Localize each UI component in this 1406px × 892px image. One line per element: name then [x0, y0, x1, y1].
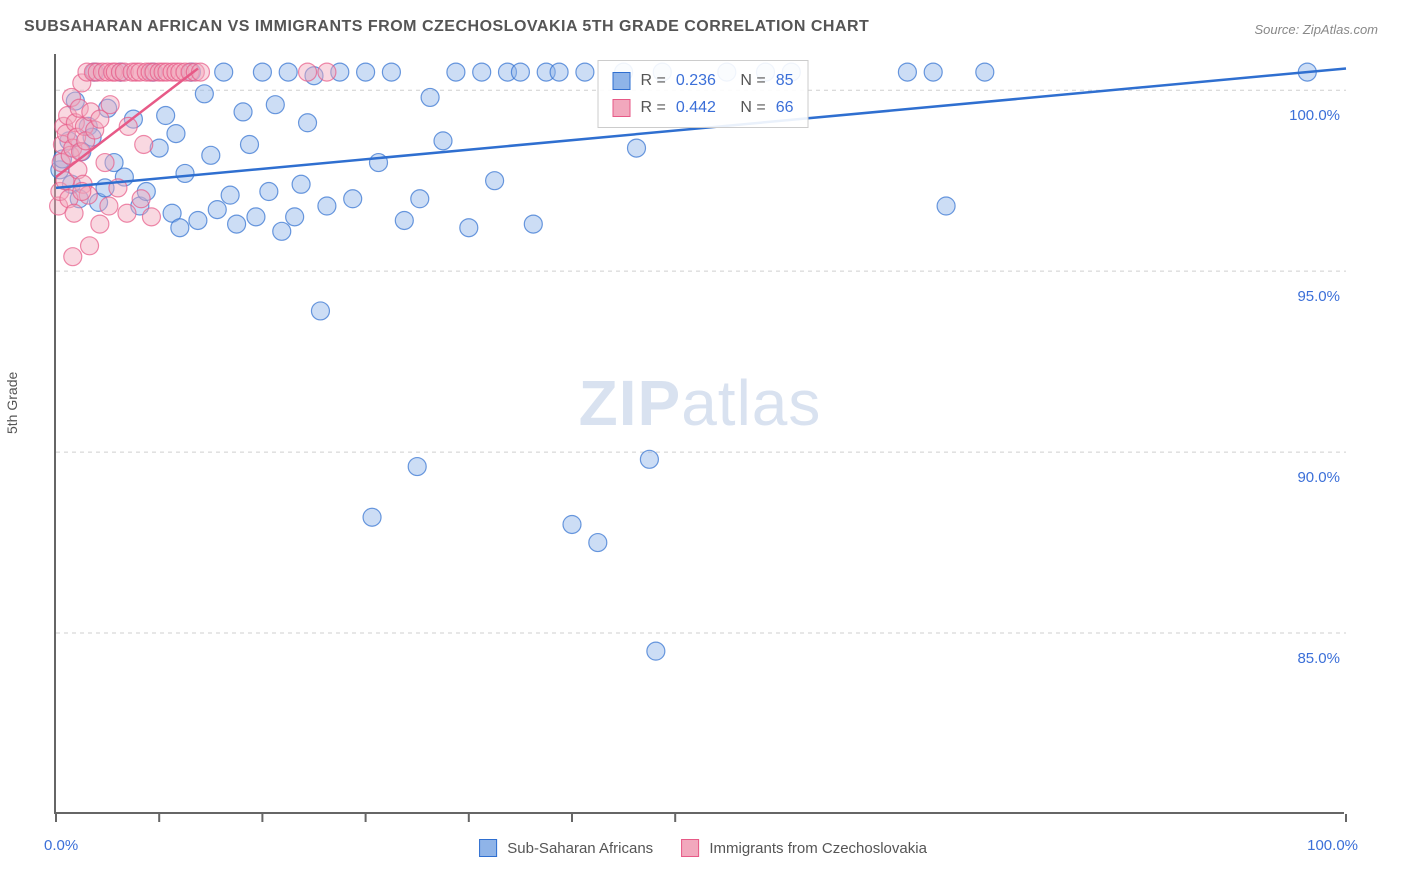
- chart-title: SUBSAHARAN AFRICAN VS IMMIGRANTS FROM CZ…: [24, 18, 869, 36]
- source-attribution: Source: ZipAtlas.com: [1254, 22, 1378, 37]
- bottom-legend: Sub-Saharan Africans Immigrants from Cze…: [479, 840, 927, 858]
- stats-r-value-series1: 0.236: [676, 67, 716, 94]
- svg-text:95.0%: 95.0%: [1297, 288, 1340, 305]
- legend-swatch-series1: [479, 839, 497, 857]
- x-axis-min-label: 0.0%: [44, 837, 78, 854]
- x-axis-max-label: 100.0%: [1307, 837, 1358, 854]
- stats-n-value-series1: 85: [776, 67, 794, 94]
- stats-n-value-series2: 66: [776, 94, 794, 121]
- stats-r-value-series2: 0.442: [676, 94, 716, 121]
- svg-text:85.0%: 85.0%: [1297, 650, 1340, 667]
- stats-r-label: R =: [641, 94, 666, 121]
- stats-n-label: N =: [740, 94, 765, 121]
- y-axis-label: 5th Grade: [4, 372, 20, 434]
- svg-text:100.0%: 100.0%: [1289, 107, 1340, 124]
- legend-label-series1: Sub-Saharan Africans: [507, 840, 653, 857]
- stats-legend-box: R = 0.236 N = 85 R = 0.442 N = 66: [598, 60, 809, 128]
- stats-swatch-series1: [613, 72, 631, 90]
- legend-item-series1: Sub-Saharan Africans: [479, 840, 653, 858]
- stats-row-series1: R = 0.236 N = 85: [613, 67, 794, 94]
- svg-text:90.0%: 90.0%: [1297, 469, 1340, 486]
- scatter-chart: 85.0% 90.0% 95.0% 100.0%: [56, 54, 1346, 814]
- legend-label-series2: Immigrants from Czechoslovakia: [709, 840, 927, 857]
- plot-area: 85.0%90.0%95.0%100.0% ZIPatlas: [54, 54, 1344, 814]
- stats-n-label: N =: [740, 67, 765, 94]
- stats-r-label: R =: [641, 67, 666, 94]
- legend-swatch-series2: [681, 839, 699, 857]
- stats-swatch-series2: [613, 99, 631, 117]
- stats-row-series2: R = 0.442 N = 66: [613, 94, 794, 121]
- legend-item-series2: Immigrants from Czechoslovakia: [681, 840, 927, 858]
